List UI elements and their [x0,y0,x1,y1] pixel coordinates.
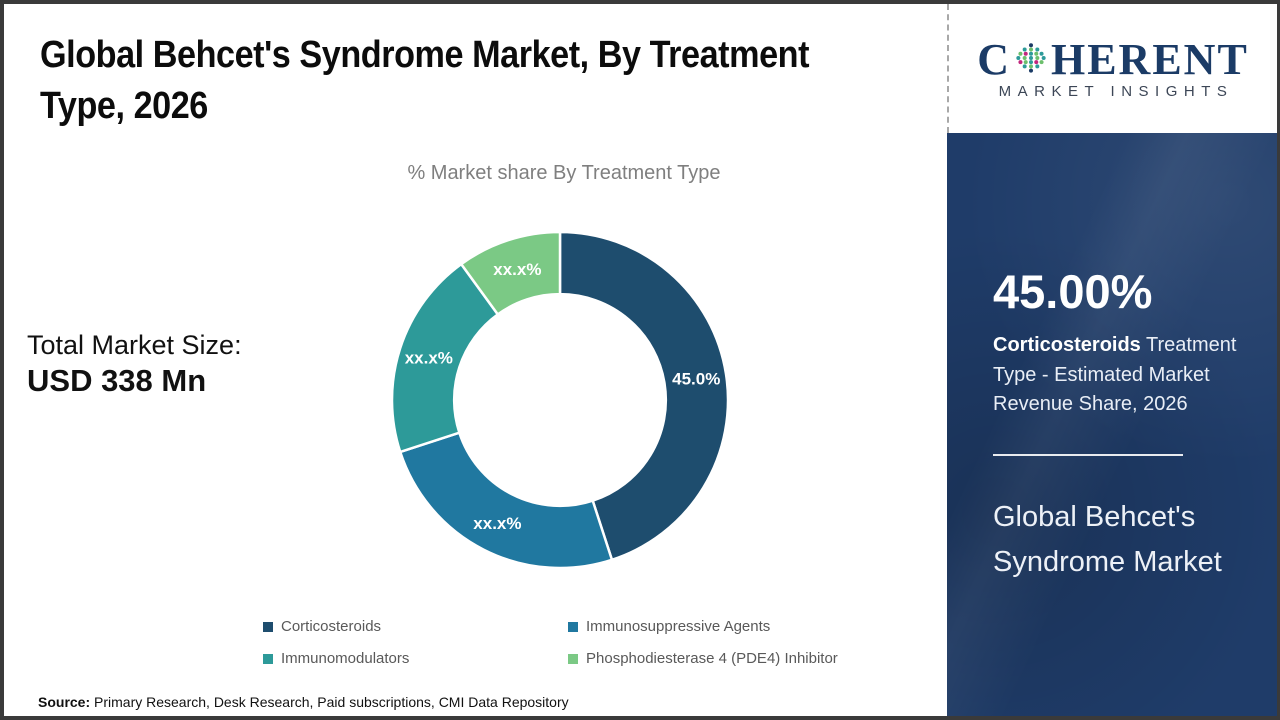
highlight-stat-segment: Corticosteroids [993,334,1141,356]
source-text: Primary Research, Desk Research, Paid su… [90,694,569,710]
donut-slice-label: xx.x% [473,514,521,533]
page-title-line1: Global Behcet's Syndrome Market, By Trea… [40,34,810,76]
donut-slice-0 [558,230,730,562]
legend-item: Corticosteroids [263,618,568,636]
donut-slice-3 [460,230,562,316]
legend-label: Corticosteroids [281,618,382,635]
legend-label: Phosphodiesterase 4 (PDE4) Inhibitor [586,650,838,667]
highlight-stat-rest: Treatment Type - Estimated Market Revenu… [993,334,1237,415]
chart-title: % Market share By Treatment Type [407,162,721,184]
total-market-size-value: USD 338 Mn [27,363,207,398]
brand-tagline: MARKET INSIGHTS [998,82,1234,100]
legend-label: Immunosuppressive Agents [586,618,771,635]
brand-logo: C HERENT MARKET INSIGHTS [947,4,1277,133]
legend-swatch-icon [568,622,578,632]
legend-swatch-icon [263,622,273,632]
donut-chart-svg: 45.0% xx.x% xx.x% xx.x% [390,230,730,570]
brand-logo-prefix: C [977,34,1011,84]
legend-item: Immunomodulators [263,650,568,668]
highlight-stat-description: Corticosteroids Treatment Type - Estimat… [993,331,1265,420]
sidebar-market-name: Global Behcet's Syndrome Market [993,501,1222,578]
source-line: Source: Primary Research, Desk Research,… [38,694,569,710]
page-title: Global Behcet's Syndrome Market, By Trea… [40,30,809,132]
donut-chart: 45.0% xx.x% xx.x% xx.x% [390,230,730,570]
source-label: Source: [38,694,91,710]
donut-slice-1 [398,431,614,570]
total-market-size-label: Total Market Size: [27,330,242,360]
sidebar-panel: 45.00% Corticosteroids Treatment Type - … [947,133,1277,716]
sidebar: C HERENT MARKET INSIGHTS 45.00% Corticos… [947,4,1277,716]
page-title-line2: Type, 2026 [40,85,208,127]
legend-swatch-icon [263,654,273,664]
donut-slice-label: xx.x% [493,260,541,279]
highlight-stat-value: 45.00% [993,265,1153,318]
chart-legend: Corticosteroids Immunosuppressive Agents I… [263,618,903,668]
legend-item: Phosphodiesterase 4 (PDE4) Inhibitor [568,650,903,668]
globe-dots-icon [1016,42,1046,73]
brand-logo-row: C HERENT [977,34,1249,84]
donut-slice-label: xx.x% [405,348,453,367]
legend-item: Immunosuppressive Agents [568,618,903,636]
brand-logo-suffix: HERENT [1050,34,1249,84]
sidebar-divider [993,454,1183,456]
donut-slice-label: 45.0% [672,369,720,388]
total-market-size: Total Market Size: USD 338 Mn [27,328,242,400]
legend-label: Immunomodulators [281,650,410,667]
legend-swatch-icon [568,654,578,664]
